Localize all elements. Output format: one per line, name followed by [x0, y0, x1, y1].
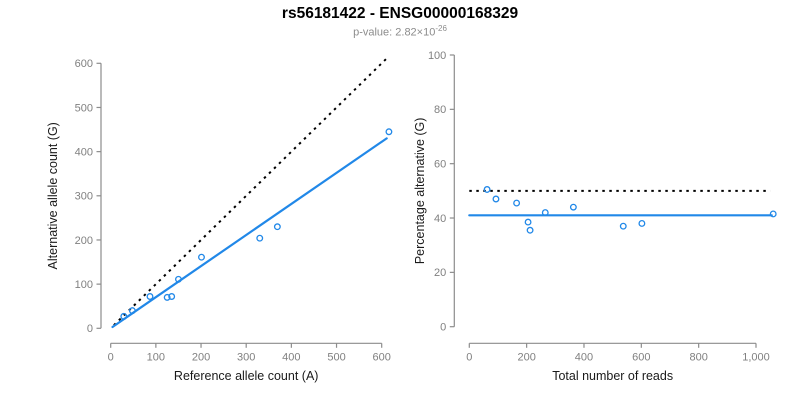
data-point [120, 312, 128, 320]
figure-title: rs56181422 - ENSG00000168329 [281, 5, 519, 22]
y-tick-label: 100 [428, 50, 446, 62]
x-tick-label: 200 [517, 351, 535, 363]
y-tick-label: 300 [75, 191, 93, 203]
data-point [483, 186, 491, 193]
x-tick-label: 800 [689, 351, 707, 363]
figure-subtitle: p-value: 2.82×10-26 [0, 24, 800, 39]
y-axis-title: Percentage alternative (G) [413, 118, 427, 265]
identity-reference-line [113, 57, 388, 326]
x-tick-label: 0 [108, 351, 114, 363]
data-point [256, 234, 264, 242]
data-point [163, 293, 171, 301]
x-tick-label: 300 [237, 351, 255, 363]
y-axis-title: Alternative allele count (G) [46, 122, 60, 269]
y-tick-label: 0 [87, 323, 93, 335]
data-point [174, 275, 182, 283]
y-tick-label: 600 [75, 58, 93, 70]
data-point [492, 195, 500, 203]
data-point [541, 209, 549, 217]
data-point [769, 210, 777, 218]
y-tick-label: 20 [434, 267, 446, 279]
x-tick-label: 400 [282, 351, 300, 363]
y-tick-label: 0 [440, 322, 446, 334]
y-tick-label: 100 [75, 279, 93, 291]
data-point [168, 293, 176, 300]
data-point [619, 222, 627, 230]
x-tick-label: 200 [192, 351, 210, 363]
y-tick-label: 80 [434, 104, 446, 116]
p-value-text: p-value: 2.82×10 [353, 26, 436, 39]
data-point [128, 307, 136, 315]
x-tick-label: 1,000 [742, 351, 770, 363]
regression-fit-line [111, 137, 388, 329]
y-tick-label: 400 [75, 146, 93, 158]
x-tick-label: 400 [575, 351, 593, 363]
y-tick-label: 40 [434, 213, 446, 225]
y-tick-label: 200 [75, 235, 93, 247]
x-axis-title: Total number of reads [552, 369, 673, 383]
data-point [385, 128, 393, 136]
x-tick-label: 600 [632, 351, 650, 363]
data-point [569, 203, 577, 211]
data-point [146, 293, 154, 300]
data-point [524, 218, 532, 226]
x-tick-label: 0 [466, 351, 472, 363]
x-tick-label: 100 [147, 351, 165, 363]
x-tick-label: 600 [373, 351, 391, 363]
p-value-exponent: -26 [435, 24, 447, 33]
y-tick-label: 60 [434, 158, 446, 170]
x-axis-title: Reference allele count (A) [174, 369, 319, 383]
x-tick-label: 500 [327, 351, 345, 363]
data-point [198, 253, 205, 261]
data-point [273, 223, 281, 231]
data-point [638, 220, 646, 227]
y-tick-label: 500 [75, 102, 93, 114]
data-point [526, 226, 534, 234]
data-point [513, 199, 521, 207]
